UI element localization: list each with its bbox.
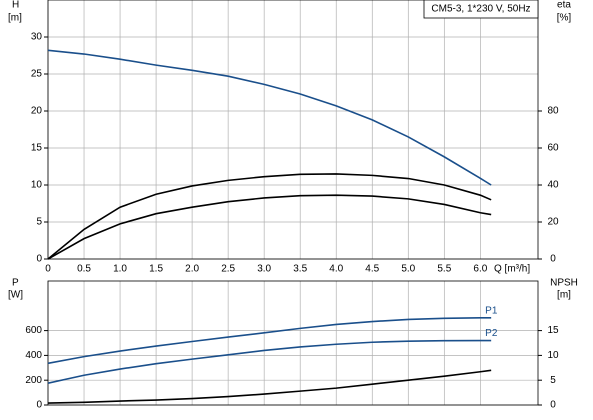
y2-tick-label: 15 bbox=[547, 325, 559, 336]
x-tick-label: 1.0 bbox=[113, 264, 127, 275]
x-tick-label: 4.5 bbox=[365, 264, 379, 275]
curve bbox=[47, 194, 492, 260]
chart-title: CM5-3, 1*230 V, 50Hz bbox=[431, 4, 530, 15]
x-tick-label: 0.5 bbox=[77, 264, 91, 275]
y2-axis-label: NPSH bbox=[550, 278, 578, 289]
y-tick-label: 0 bbox=[36, 400, 42, 411]
curve bbox=[47, 369, 492, 404]
x-tick-label: 4.0 bbox=[329, 264, 343, 275]
y-tick-label: 400 bbox=[25, 350, 42, 361]
series-label: P1 bbox=[485, 305, 498, 316]
y-axis-unit: [m] bbox=[8, 13, 22, 24]
y-axis-label: H bbox=[12, 0, 19, 11]
y-tick-label: 15 bbox=[31, 143, 43, 154]
curve bbox=[47, 317, 492, 365]
series-label: P2 bbox=[485, 328, 498, 339]
plot-frame bbox=[47, 0, 539, 260]
x-tick-label: 0 bbox=[45, 264, 51, 275]
y2-axis-label: eta bbox=[557, 0, 571, 11]
x-tick-label: 2.0 bbox=[185, 264, 199, 275]
curve bbox=[47, 339, 492, 384]
x-tick-label: 3.0 bbox=[257, 264, 271, 275]
y-tick-label: 10 bbox=[31, 180, 43, 191]
x-tick-label: 5.0 bbox=[401, 264, 415, 275]
x-tick-label: 3.5 bbox=[293, 264, 307, 275]
x-tick-label: 2.5 bbox=[221, 264, 235, 275]
y-tick-label: 0 bbox=[36, 254, 42, 265]
x-tick-label: 5.5 bbox=[437, 264, 451, 275]
y2-tick-label: 80 bbox=[547, 106, 559, 117]
x-tick-label: 1.5 bbox=[149, 264, 163, 275]
y2-tick-label: 20 bbox=[547, 217, 559, 228]
y2-axis-unit: [%] bbox=[557, 13, 572, 24]
y-tick-label: 5 bbox=[36, 217, 42, 228]
y2-axis-unit: [m] bbox=[557, 290, 571, 301]
y-tick-label: 25 bbox=[31, 69, 43, 80]
y-tick-label: 20 bbox=[31, 106, 43, 117]
y2-tick-label: 0 bbox=[550, 400, 556, 411]
y-tick-label: 30 bbox=[31, 32, 43, 43]
title-box bbox=[423, 0, 539, 19]
x-tick-label: 6.0 bbox=[473, 264, 487, 275]
curve bbox=[47, 49, 492, 186]
plot-frame bbox=[47, 280, 539, 406]
y2-tick-label: 40 bbox=[547, 180, 559, 191]
curve bbox=[47, 173, 492, 260]
y-tick-label: 600 bbox=[25, 325, 42, 336]
y2-tick-label: 60 bbox=[547, 143, 559, 154]
y-axis-unit: [W] bbox=[8, 290, 23, 301]
y2-tick-label: 10 bbox=[547, 350, 559, 361]
y-axis-label: P bbox=[12, 278, 19, 289]
x-axis-label: Q [m³/h] bbox=[494, 264, 530, 275]
y2-tick-label: 0 bbox=[550, 254, 556, 265]
y2-tick-label: 5 bbox=[550, 375, 556, 386]
y-tick-label: 200 bbox=[25, 375, 42, 386]
